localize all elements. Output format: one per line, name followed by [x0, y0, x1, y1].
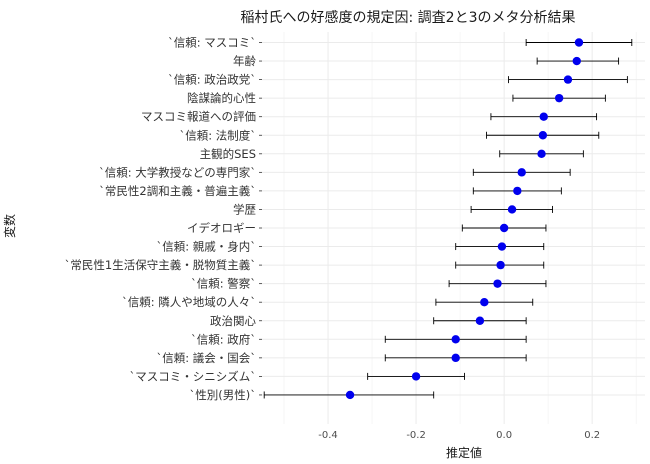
- estimate-point: [411, 372, 421, 381]
- variable-label: マスコミ報道への評価: [141, 110, 256, 124]
- estimate-point: [499, 223, 509, 233]
- x-tick-label: 0.2: [584, 430, 600, 441]
- estimate-point: [538, 131, 548, 140]
- variable-label: `信頼: 親戚・身内`: [156, 240, 256, 254]
- variable-label: 陰謀論的心性: [187, 91, 256, 105]
- variable-label: `信頼: 隣人や地域の人々`: [122, 295, 256, 309]
- estimate-point: [517, 168, 526, 177]
- variable-label: `信頼: 警察`: [191, 277, 256, 291]
- variable-label: `マスコミ・シニシズム`: [130, 369, 257, 383]
- x-tick-label: -0.4: [318, 430, 338, 441]
- variable-label: `信頼: 法制度`: [179, 128, 256, 142]
- estimate-point: [451, 353, 460, 363]
- estimate-point: [493, 279, 502, 288]
- variable-label: `信頼: 政治政党`: [168, 73, 256, 87]
- estimate-point: [554, 93, 564, 103]
- variable-label: `信頼: 議会・国会`: [156, 351, 256, 365]
- variable-label: `常民性2調和主義・普遍主義`: [99, 184, 256, 198]
- variable-label: `信頼: 大学教授などの専門家`: [99, 165, 256, 179]
- estimate-point: [496, 260, 505, 270]
- y-axis-title: 変数: [2, 214, 17, 238]
- estimate-point: [507, 205, 517, 214]
- error-bars: [263, 39, 633, 399]
- estimate-point: [513, 186, 522, 196]
- estimate-point: [572, 56, 581, 66]
- x-tick-label: 0.0: [496, 430, 512, 441]
- estimate-point: [345, 390, 355, 400]
- x-axis-title: 推定値: [446, 445, 482, 460]
- estimate-point: [563, 75, 573, 84]
- variable-label: `信頼: マスコミ`: [168, 36, 256, 50]
- estimate-points: [345, 38, 584, 400]
- estimate-point: [480, 298, 489, 307]
- variable-label: イデオロギー: [187, 221, 256, 235]
- estimate-point: [539, 112, 548, 121]
- variable-label: 年齢: [233, 54, 256, 68]
- chart-title: 稲村氏への好感度の規定因: 調査2と3のメタ分析結果: [241, 9, 576, 26]
- estimate-point: [475, 316, 485, 325]
- variable-label: `常民性1生活保守主義・脱物質主義`: [65, 258, 256, 272]
- variable-label: 主観的SES: [200, 147, 256, 161]
- y-axis-ticks: [259, 42, 262, 396]
- estimate-point: [451, 335, 460, 344]
- estimate-point: [537, 149, 546, 158]
- variable-label: `信頼: 政府`: [191, 332, 256, 346]
- variable-label: `性別(男性)`: [190, 388, 256, 402]
- x-tick-label: -0.2: [406, 430, 426, 441]
- x-axis-ticks: -0.4 -0.2 0.0 0.2: [318, 430, 600, 441]
- variable-label: 学歴: [233, 202, 256, 216]
- estimate-point: [574, 38, 584, 47]
- estimate-point: [497, 242, 507, 251]
- variable-label: 政治関心: [210, 314, 256, 328]
- major-gridlines: [262, 32, 645, 424]
